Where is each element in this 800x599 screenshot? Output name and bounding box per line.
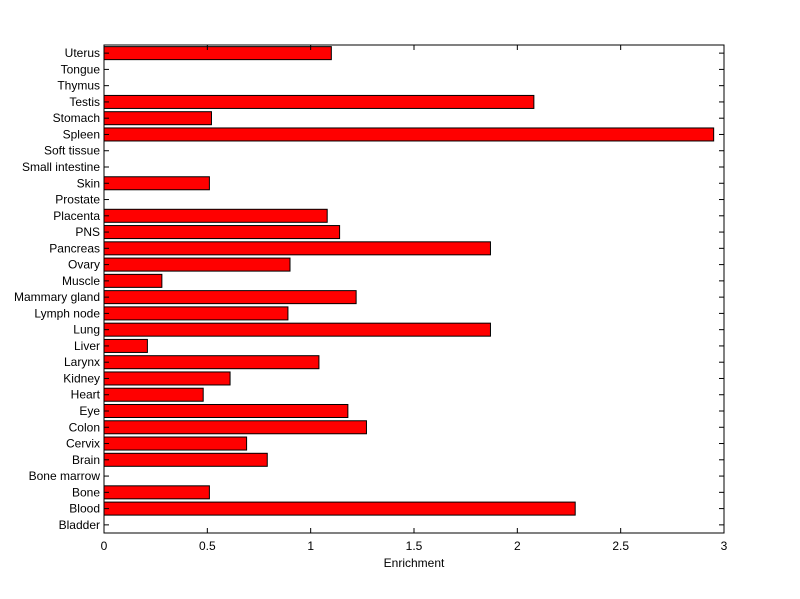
y-tick-label-muscle: Muscle: [62, 274, 100, 288]
y-tick-label-small-intestine: Small intestine: [22, 160, 100, 174]
plot-area-frame: [103, 44, 725, 534]
bar-kidney: [103, 371, 231, 386]
y-tick-label-skin: Skin: [77, 176, 100, 190]
bar-stomach: [103, 111, 212, 126]
bar-ovary: [103, 257, 291, 272]
y-tick-label-prostate: Prostate: [55, 193, 100, 207]
bar-brain: [103, 452, 268, 467]
bar-larynx: [103, 355, 320, 370]
y-tick-label-tongue: Tongue: [61, 62, 101, 76]
bar-pns: [103, 225, 341, 240]
bar-placenta: [103, 208, 328, 223]
bar-spleen: [103, 127, 715, 142]
y-tick-label-pns: PNS: [75, 225, 100, 239]
axis-ticks-group: [103, 45, 725, 533]
y-tick-label-colon: Colon: [69, 420, 100, 434]
bar-mammary-gland: [103, 290, 357, 305]
x-tick-label-1: 0.5: [199, 539, 216, 553]
y-tick-label-eye: Eye: [79, 404, 100, 418]
y-tick-label-bladder: Bladder: [59, 518, 100, 532]
x-axis-label: Enrichment: [384, 556, 445, 570]
y-tick-label-stomach: Stomach: [53, 111, 100, 125]
bar-lung: [103, 322, 491, 337]
y-tick-label-ovary: Ovary: [68, 258, 100, 272]
y-tick-label-cervix: Cervix: [66, 437, 100, 451]
y-tick-label-lymph-node: Lymph node: [34, 306, 100, 320]
x-tick-label-2: 1: [307, 539, 314, 553]
y-tick-label-bone-marrow: Bone marrow: [29, 469, 101, 483]
y-tick-label-blood: Blood: [69, 502, 100, 516]
bar-uterus: [103, 46, 332, 61]
bar-eye: [103, 403, 349, 419]
y-tick-label-spleen: Spleen: [63, 127, 100, 141]
x-tick-labels-group: 0 0.5 1 1.5 2 2.5 3: [101, 539, 728, 553]
y-tick-labels-group: Bladder Blood Bone Bone marrow Brain Cervix Co…: [14, 46, 101, 532]
bar-pancreas: [103, 241, 491, 256]
x-tick-label-5: 2.5: [612, 539, 629, 553]
bar-testis: [103, 94, 535, 109]
bar-heart: [103, 387, 204, 402]
bar-bone: [103, 485, 210, 500]
bar-colon: [103, 420, 367, 435]
y-tick-label-heart: Heart: [71, 388, 101, 402]
bar-liver: [103, 338, 148, 353]
bar-cervix: [103, 436, 248, 451]
bar-lymph-node: [103, 306, 289, 321]
x-tick-label-0: 0: [101, 539, 108, 553]
y-tick-label-thymus: Thymus: [57, 79, 100, 93]
x-tick-label-3: 1.5: [406, 539, 423, 553]
y-tick-label-placenta: Placenta: [53, 209, 100, 223]
y-tick-label-liver: Liver: [74, 339, 100, 353]
y-tick-label-brain: Brain: [72, 453, 100, 467]
bar-blood: [103, 501, 576, 516]
y-tick-label-lung: Lung: [73, 323, 100, 337]
y-tick-label-uterus: Uterus: [65, 46, 100, 60]
y-tick-label-larynx: Larynx: [64, 355, 100, 369]
y-tick-label-soft-tissue: Soft tissue: [44, 144, 100, 158]
y-tick-label-mammary-gland: Mammary gland: [14, 290, 100, 304]
y-tick-label-bone: Bone: [72, 485, 100, 499]
y-tick-label-kidney: Kidney: [63, 371, 100, 385]
bar-muscle: [103, 273, 163, 288]
x-tick-label-6: 3: [721, 539, 728, 553]
y-tick-label-testis: Testis: [69, 95, 100, 109]
y-tick-label-pancreas: Pancreas: [49, 241, 100, 255]
bar-skin: [103, 176, 210, 191]
x-tick-label-4: 2: [514, 539, 521, 553]
